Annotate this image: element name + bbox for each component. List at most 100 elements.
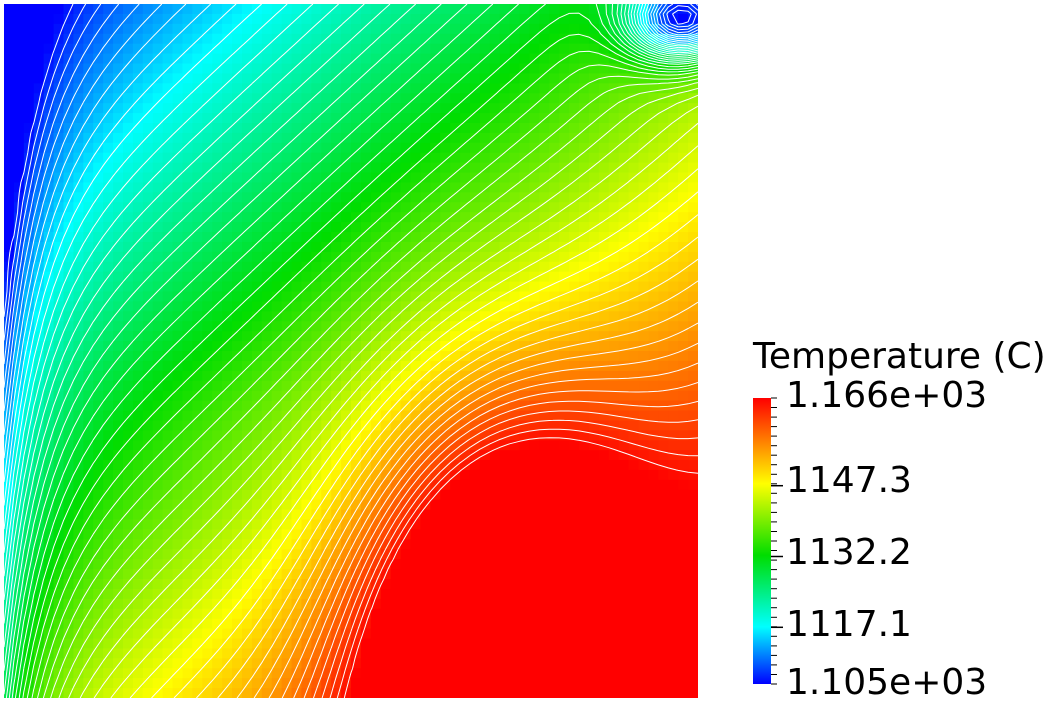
heat-cell <box>172 569 184 580</box>
heat-cell <box>142 489 154 501</box>
heat-cell <box>539 638 550 650</box>
heat-cell <box>321 301 332 312</box>
heat-cell <box>291 103 303 114</box>
heat-cell <box>549 271 560 283</box>
heat-cell <box>23 261 35 273</box>
heat-cell <box>450 23 461 35</box>
heat-cell <box>460 569 471 580</box>
heat-cell <box>93 529 104 540</box>
heat-cell <box>380 360 392 372</box>
heat-cell <box>658 390 669 402</box>
heat-cell <box>4 420 15 431</box>
heat-cell <box>33 4 45 15</box>
heat-cell <box>4 13 15 25</box>
heat-cell <box>23 668 35 679</box>
heat-cell <box>430 390 441 402</box>
heat-cell <box>4 103 15 114</box>
heat-cell <box>430 103 441 114</box>
heat-cell <box>172 122 184 134</box>
heat-cell <box>360 261 372 273</box>
heat-cell <box>618 688 630 698</box>
heat-cell <box>648 569 659 580</box>
heat-cell <box>638 618 650 630</box>
heat-cell <box>73 132 84 144</box>
heat-cell <box>142 569 154 580</box>
heat-cell <box>450 321 461 332</box>
heat-cell <box>53 113 65 124</box>
heat-cell <box>479 351 491 362</box>
heat-cell <box>539 202 550 213</box>
heat-cell <box>370 360 382 372</box>
heat-cell <box>43 301 55 312</box>
heat-cell <box>341 251 352 263</box>
heat-cell <box>479 172 491 184</box>
heat-cell <box>579 519 590 531</box>
heat-cell <box>420 628 431 640</box>
heat-cell <box>23 132 35 144</box>
heat-cell <box>608 23 620 35</box>
heat-cell <box>192 4 203 15</box>
heat-cell <box>440 281 451 293</box>
heat-cell <box>301 658 312 669</box>
heat-cell <box>152 162 164 174</box>
heat-cell <box>559 73 570 84</box>
heat-cell <box>142 430 154 441</box>
heat-cell <box>63 608 74 620</box>
heat-cell <box>499 281 511 293</box>
heat-cell <box>499 688 511 698</box>
heat-cell <box>628 688 640 698</box>
heat-cell <box>608 479 620 491</box>
heat-cell <box>241 93 253 104</box>
heat-cell <box>460 122 471 134</box>
heat-cell <box>539 469 550 481</box>
heat-cell <box>479 529 491 540</box>
heat-cell <box>202 321 213 332</box>
heat-cell <box>529 390 540 402</box>
heat-cell <box>559 450 570 461</box>
heat-cell <box>113 549 124 560</box>
heat-cell <box>559 658 570 669</box>
heat-cell <box>529 430 540 441</box>
heat-cell <box>311 43 322 55</box>
heat-cell <box>440 4 451 15</box>
heat-cell <box>232 450 243 461</box>
heat-cell <box>271 53 283 65</box>
heat-cell <box>370 420 382 431</box>
heat-cell <box>360 351 372 362</box>
heat-cell <box>281 182 293 193</box>
heat-cell <box>132 331 144 342</box>
heat-cell <box>588 341 600 352</box>
heat-cell <box>103 579 114 590</box>
heat-cell <box>172 301 184 312</box>
heat-cell <box>450 241 461 253</box>
heat-cell <box>420 43 431 55</box>
heat-cell <box>271 232 283 243</box>
heat-cell <box>43 410 55 421</box>
heat-cell <box>83 311 94 322</box>
heat-cell <box>618 390 630 402</box>
heat-cell <box>142 43 154 55</box>
heat-cell <box>321 182 332 193</box>
heat-cell <box>678 73 689 84</box>
heat-cell <box>450 499 461 511</box>
heat-cell <box>142 93 154 104</box>
heat-cell <box>212 341 223 352</box>
heat-cell <box>668 390 679 402</box>
heat-cell <box>598 499 610 511</box>
heat-cell <box>678 400 689 412</box>
heat-cell <box>202 33 213 45</box>
heat-cell <box>380 658 392 669</box>
heat-cell <box>351 311 362 322</box>
heat-cell <box>33 559 45 570</box>
heat-cell <box>63 489 74 501</box>
heat-cell <box>93 182 104 193</box>
heat-cell <box>559 341 570 352</box>
heat-cell <box>53 628 65 640</box>
heat-cell <box>212 311 223 322</box>
heat-cell <box>668 420 679 431</box>
heat-cell <box>450 678 461 689</box>
heat-cell <box>122 400 134 412</box>
heat-cell <box>618 549 630 560</box>
heat-cell <box>430 53 441 65</box>
heat-cell <box>450 13 461 25</box>
